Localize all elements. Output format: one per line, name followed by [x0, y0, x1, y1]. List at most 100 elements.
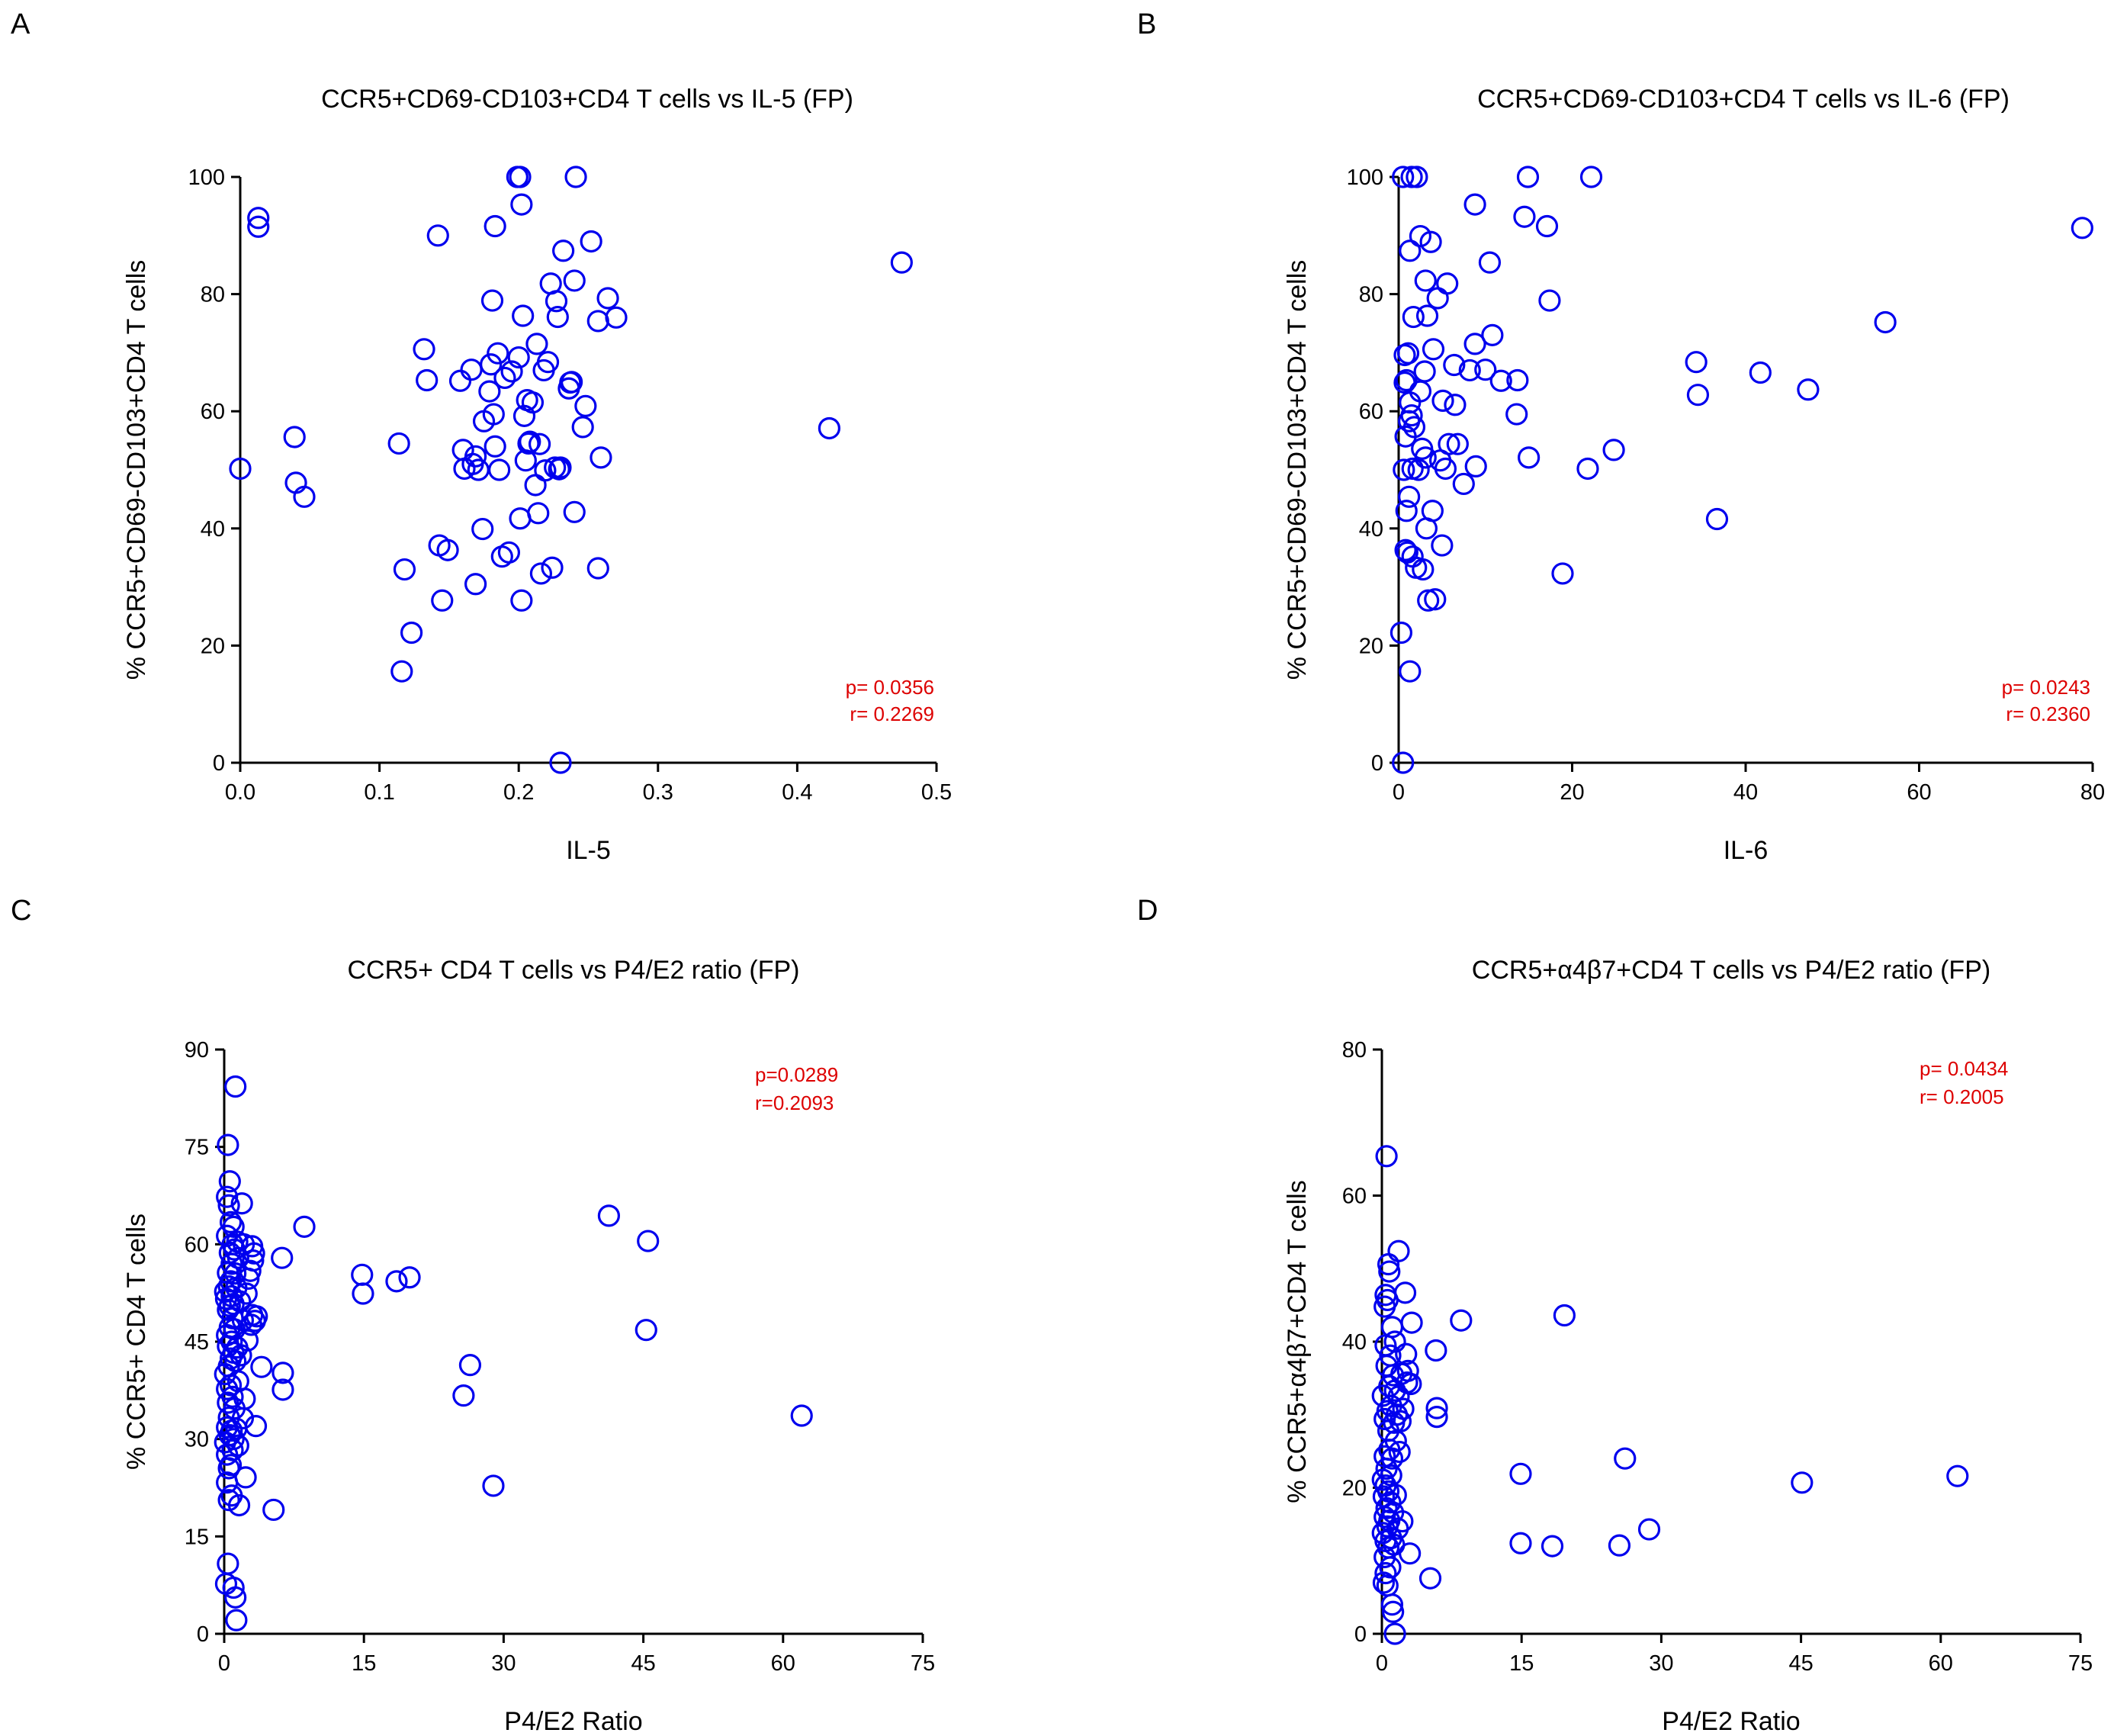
y-axis-label-a: % CCR5+CD69-CD103+CD4 T cells: [122, 260, 151, 680]
data-point: [1380, 1447, 1404, 1470]
x-tick-label-b: 20: [1560, 780, 1584, 805]
data-point: [549, 456, 572, 479]
data-point: [226, 1434, 249, 1457]
data-point: [460, 358, 483, 381]
data-point: [1431, 389, 1454, 412]
data-point: [1374, 1561, 1397, 1585]
data-point: [233, 1387, 256, 1410]
data-point: [1946, 1464, 1969, 1487]
data-point: [478, 380, 501, 403]
data-point: [1553, 1304, 1576, 1327]
data-point: [271, 1246, 294, 1269]
data-point: [1463, 333, 1486, 355]
y-axis-label-b: % CCR5+CD69-CD103+CD4 T cells: [1283, 260, 1312, 680]
y-tick-label-c: 30: [185, 1428, 209, 1452]
data-point: [1602, 439, 1625, 461]
data-point: [497, 541, 521, 564]
y-tick-label-c: 90: [185, 1038, 209, 1062]
data-point: [1426, 287, 1449, 310]
data-point: [1541, 1535, 1564, 1558]
data-point: [464, 573, 487, 596]
y-tick-label-a: 0: [213, 751, 225, 776]
x-tick-label-b: 80: [2080, 780, 2105, 805]
data-point: [1383, 1330, 1406, 1353]
data-point: [1414, 269, 1437, 292]
y-tick-label-b: 40: [1359, 517, 1383, 542]
data-point: [1413, 360, 1436, 383]
data-point: [1393, 458, 1415, 481]
panel-letter-b: B: [1137, 8, 1156, 40]
stat-p-d: p= 0.0434: [1920, 1057, 2008, 1080]
data-point: [1400, 403, 1423, 427]
data-point: [1874, 310, 1897, 334]
y-tick-label-c: 75: [185, 1136, 209, 1160]
data-point: [1396, 342, 1420, 365]
chart-title-b: CCR5+CD69-CD103+CD4 T cells vs IL-6 (FP): [1477, 85, 2010, 114]
x-tick-label-a: 0.0: [225, 780, 255, 805]
data-point: [390, 660, 413, 683]
data-point: [1505, 403, 1528, 426]
x-axis-label-b: IL-6: [1724, 836, 1769, 865]
data-point: [217, 1194, 240, 1217]
data-point: [1379, 1491, 1402, 1514]
data-point: [510, 589, 533, 612]
data-point: [236, 1329, 259, 1352]
x-tick-label-d: 30: [1649, 1651, 1673, 1676]
x-tick-label-a: 0.1: [364, 780, 394, 805]
data-point: [507, 346, 530, 369]
data-point: [1399, 660, 1422, 683]
data-point: [1749, 361, 1772, 384]
data-point: [586, 310, 609, 333]
stat-r-d: r= 0.2005: [1920, 1085, 2004, 1108]
x-tick-label-c: 75: [911, 1651, 935, 1676]
data-point: [239, 1259, 262, 1282]
data-point: [1417, 589, 1440, 612]
data-point: [351, 1263, 374, 1286]
data-point: [1378, 1260, 1401, 1283]
data-point: [1637, 1518, 1661, 1541]
data-point: [482, 1474, 505, 1497]
panel-letter-a: A: [11, 8, 31, 40]
data-point: [484, 435, 506, 458]
data-point: [1398, 485, 1421, 508]
data-point: [283, 426, 306, 448]
data-point: [246, 1305, 268, 1328]
panel-c: C CCR5+ CD4 T cells vs P4/E2 ratio (FP) 0 1…: [11, 895, 935, 1736]
y-tick-label-b: 100: [1347, 166, 1383, 190]
data-point: [1396, 1359, 1419, 1382]
data-point: [431, 589, 454, 612]
data-point: [1686, 384, 1710, 407]
points-c: [214, 1075, 813, 1632]
data-point: [1518, 446, 1541, 469]
x-tick-label-c: 15: [352, 1651, 376, 1676]
data-point: [1392, 166, 1415, 188]
y-tick-label-d: 40: [1342, 1330, 1367, 1355]
data-point: [1392, 751, 1415, 774]
data-point: [536, 351, 560, 374]
data-point: [1425, 1406, 1448, 1429]
data-point: [1393, 1281, 1417, 1304]
data-point: [1434, 457, 1457, 481]
data-point: [1478, 251, 1502, 274]
data-point: [230, 1192, 253, 1215]
data-point: [1402, 416, 1426, 439]
data-point: [1614, 1447, 1637, 1470]
data-point: [1392, 1397, 1415, 1420]
data-point: [222, 1215, 245, 1238]
data-point: [416, 368, 439, 392]
data-point: [218, 1170, 241, 1193]
data-point: [217, 1552, 239, 1575]
data-point: [451, 439, 474, 461]
data-point: [1422, 338, 1445, 361]
data-point: [1389, 1410, 1412, 1432]
data-point: [1379, 1556, 1402, 1579]
data-point: [467, 458, 490, 481]
chart-title-a: CCR5+CD69-CD103+CD4 T cells vs IL-5 (FP): [321, 85, 853, 114]
x-tick-label-d: 45: [1788, 1651, 1813, 1676]
data-point: [1797, 378, 1820, 401]
data-point: [250, 1355, 273, 1378]
data-point: [521, 391, 545, 414]
data-point: [452, 1384, 475, 1407]
y-tick-label-d: 0: [1354, 1622, 1367, 1647]
